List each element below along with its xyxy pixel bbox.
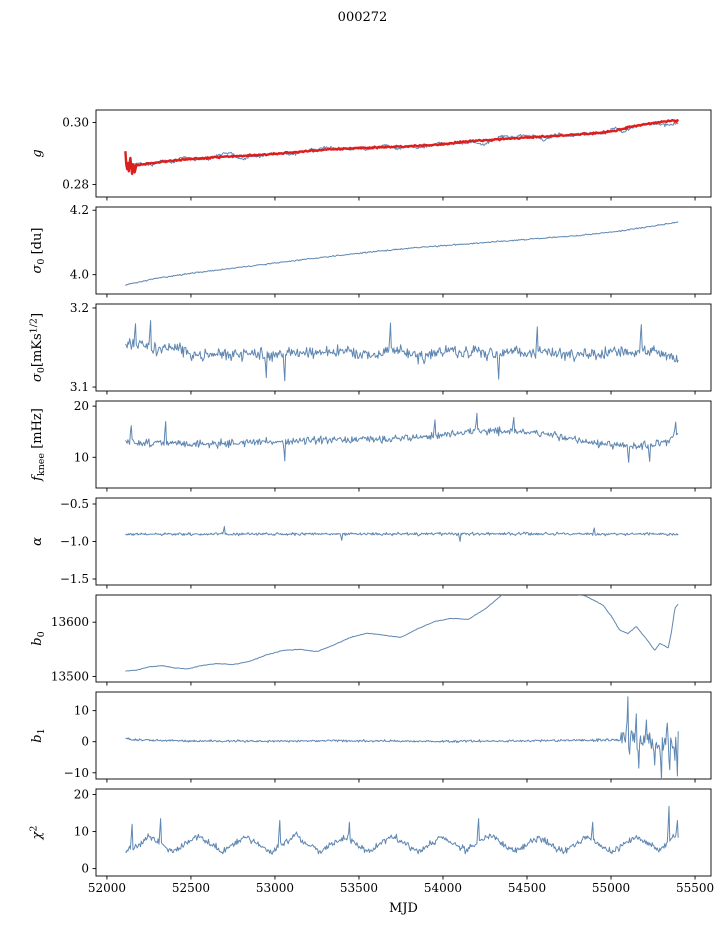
y-axis-label-f-knee: fknee [mHz] — [30, 408, 47, 482]
series-g-model — [124, 118, 680, 176]
x-tick-label: 54000 — [424, 881, 462, 895]
y-axis-label-b0: b0 — [30, 631, 47, 645]
subplot-b1: −10 0 10 b1 — [30, 691, 712, 783]
y-tick-label: 20 — [74, 399, 89, 413]
series-alpha-data — [125, 526, 679, 542]
y-axis-label-sigma0-mks: σ0[mKs1/2] — [29, 313, 48, 382]
x-tick-label: 55000 — [592, 881, 630, 895]
y-tick-label: 4.0 — [70, 268, 89, 282]
x-tick-label: 55500 — [676, 881, 714, 895]
y-axis-label-alpha: α — [30, 537, 45, 546]
y-tick-label: 10 — [74, 450, 89, 464]
subplot-sigma0-mks: 3.1 3.2 σ0[mKs1/2] — [29, 301, 712, 395]
subplot-chi2: 0 10 20 52000 52500 53000 53500 54000 54500 55000… — [29, 788, 715, 895]
subplot-g: 0.28 0.30 g — [30, 109, 712, 201]
subplot-f-knee: 10 20 fknee [mHz] — [30, 399, 712, 492]
y-axis-label-b1: b1 — [30, 728, 47, 742]
series-b0-data — [125, 595, 679, 672]
y-axis-label-chi2: χ2 — [29, 826, 46, 841]
series-b1-data — [125, 696, 679, 779]
axes-frame — [95, 109, 712, 198]
x-tick-label: 53000 — [256, 881, 294, 895]
y-tick-label: 10 — [74, 704, 89, 718]
series-sigma0-mks-data — [125, 320, 679, 382]
series-f-knee-data — [125, 412, 679, 463]
y-tick-label: 10 — [74, 825, 89, 839]
series-sigma0-du-data — [125, 221, 679, 287]
y-tick-label: 3.2 — [70, 301, 89, 315]
series-chi2-data — [125, 805, 679, 855]
axes-frame — [95, 594, 712, 683]
x-tick-label: 52000 — [88, 881, 126, 895]
y-tick-label: −1.5 — [60, 572, 89, 586]
y-tick-label: 0.28 — [62, 178, 89, 192]
y-tick-label: 13500 — [51, 670, 89, 684]
subplot-alpha: −1.5 −1.0 −0.5 α — [30, 497, 712, 589]
axes-frame — [95, 303, 712, 392]
y-tick-label: 20 — [74, 788, 89, 802]
x-tick-label: 54500 — [508, 881, 546, 895]
axes-frame — [95, 497, 712, 586]
subplot-b0: 13500 13600 b0 — [30, 594, 712, 686]
axes-frame — [95, 691, 712, 780]
y-tick-label: −1.0 — [60, 535, 89, 549]
chart-title: 000272 — [337, 10, 388, 25]
x-tick-label: 52500 — [172, 881, 210, 895]
y-tick-label: 4.2 — [70, 203, 89, 217]
y-axis-label-sigma0-du: σ0 [du] — [30, 228, 47, 274]
axes-frame — [95, 788, 712, 877]
x-tick-label: 53500 — [340, 881, 378, 895]
y-tick-label: 0.30 — [62, 115, 89, 129]
y-axis-label-g: g — [30, 149, 45, 157]
subplot-sigma0-du: 4.0 4.2 σ0 [du] — [30, 203, 712, 298]
y-tick-label: 13600 — [51, 615, 89, 629]
y-tick-label: 0 — [81, 735, 89, 749]
y-tick-label: −0.5 — [60, 497, 89, 511]
y-tick-label: 3.1 — [70, 380, 89, 394]
axes-frame — [95, 206, 712, 295]
x-axis-label: MJD — [389, 901, 418, 916]
y-tick-label: 0 — [81, 862, 89, 876]
y-tick-label: −10 — [64, 766, 89, 780]
